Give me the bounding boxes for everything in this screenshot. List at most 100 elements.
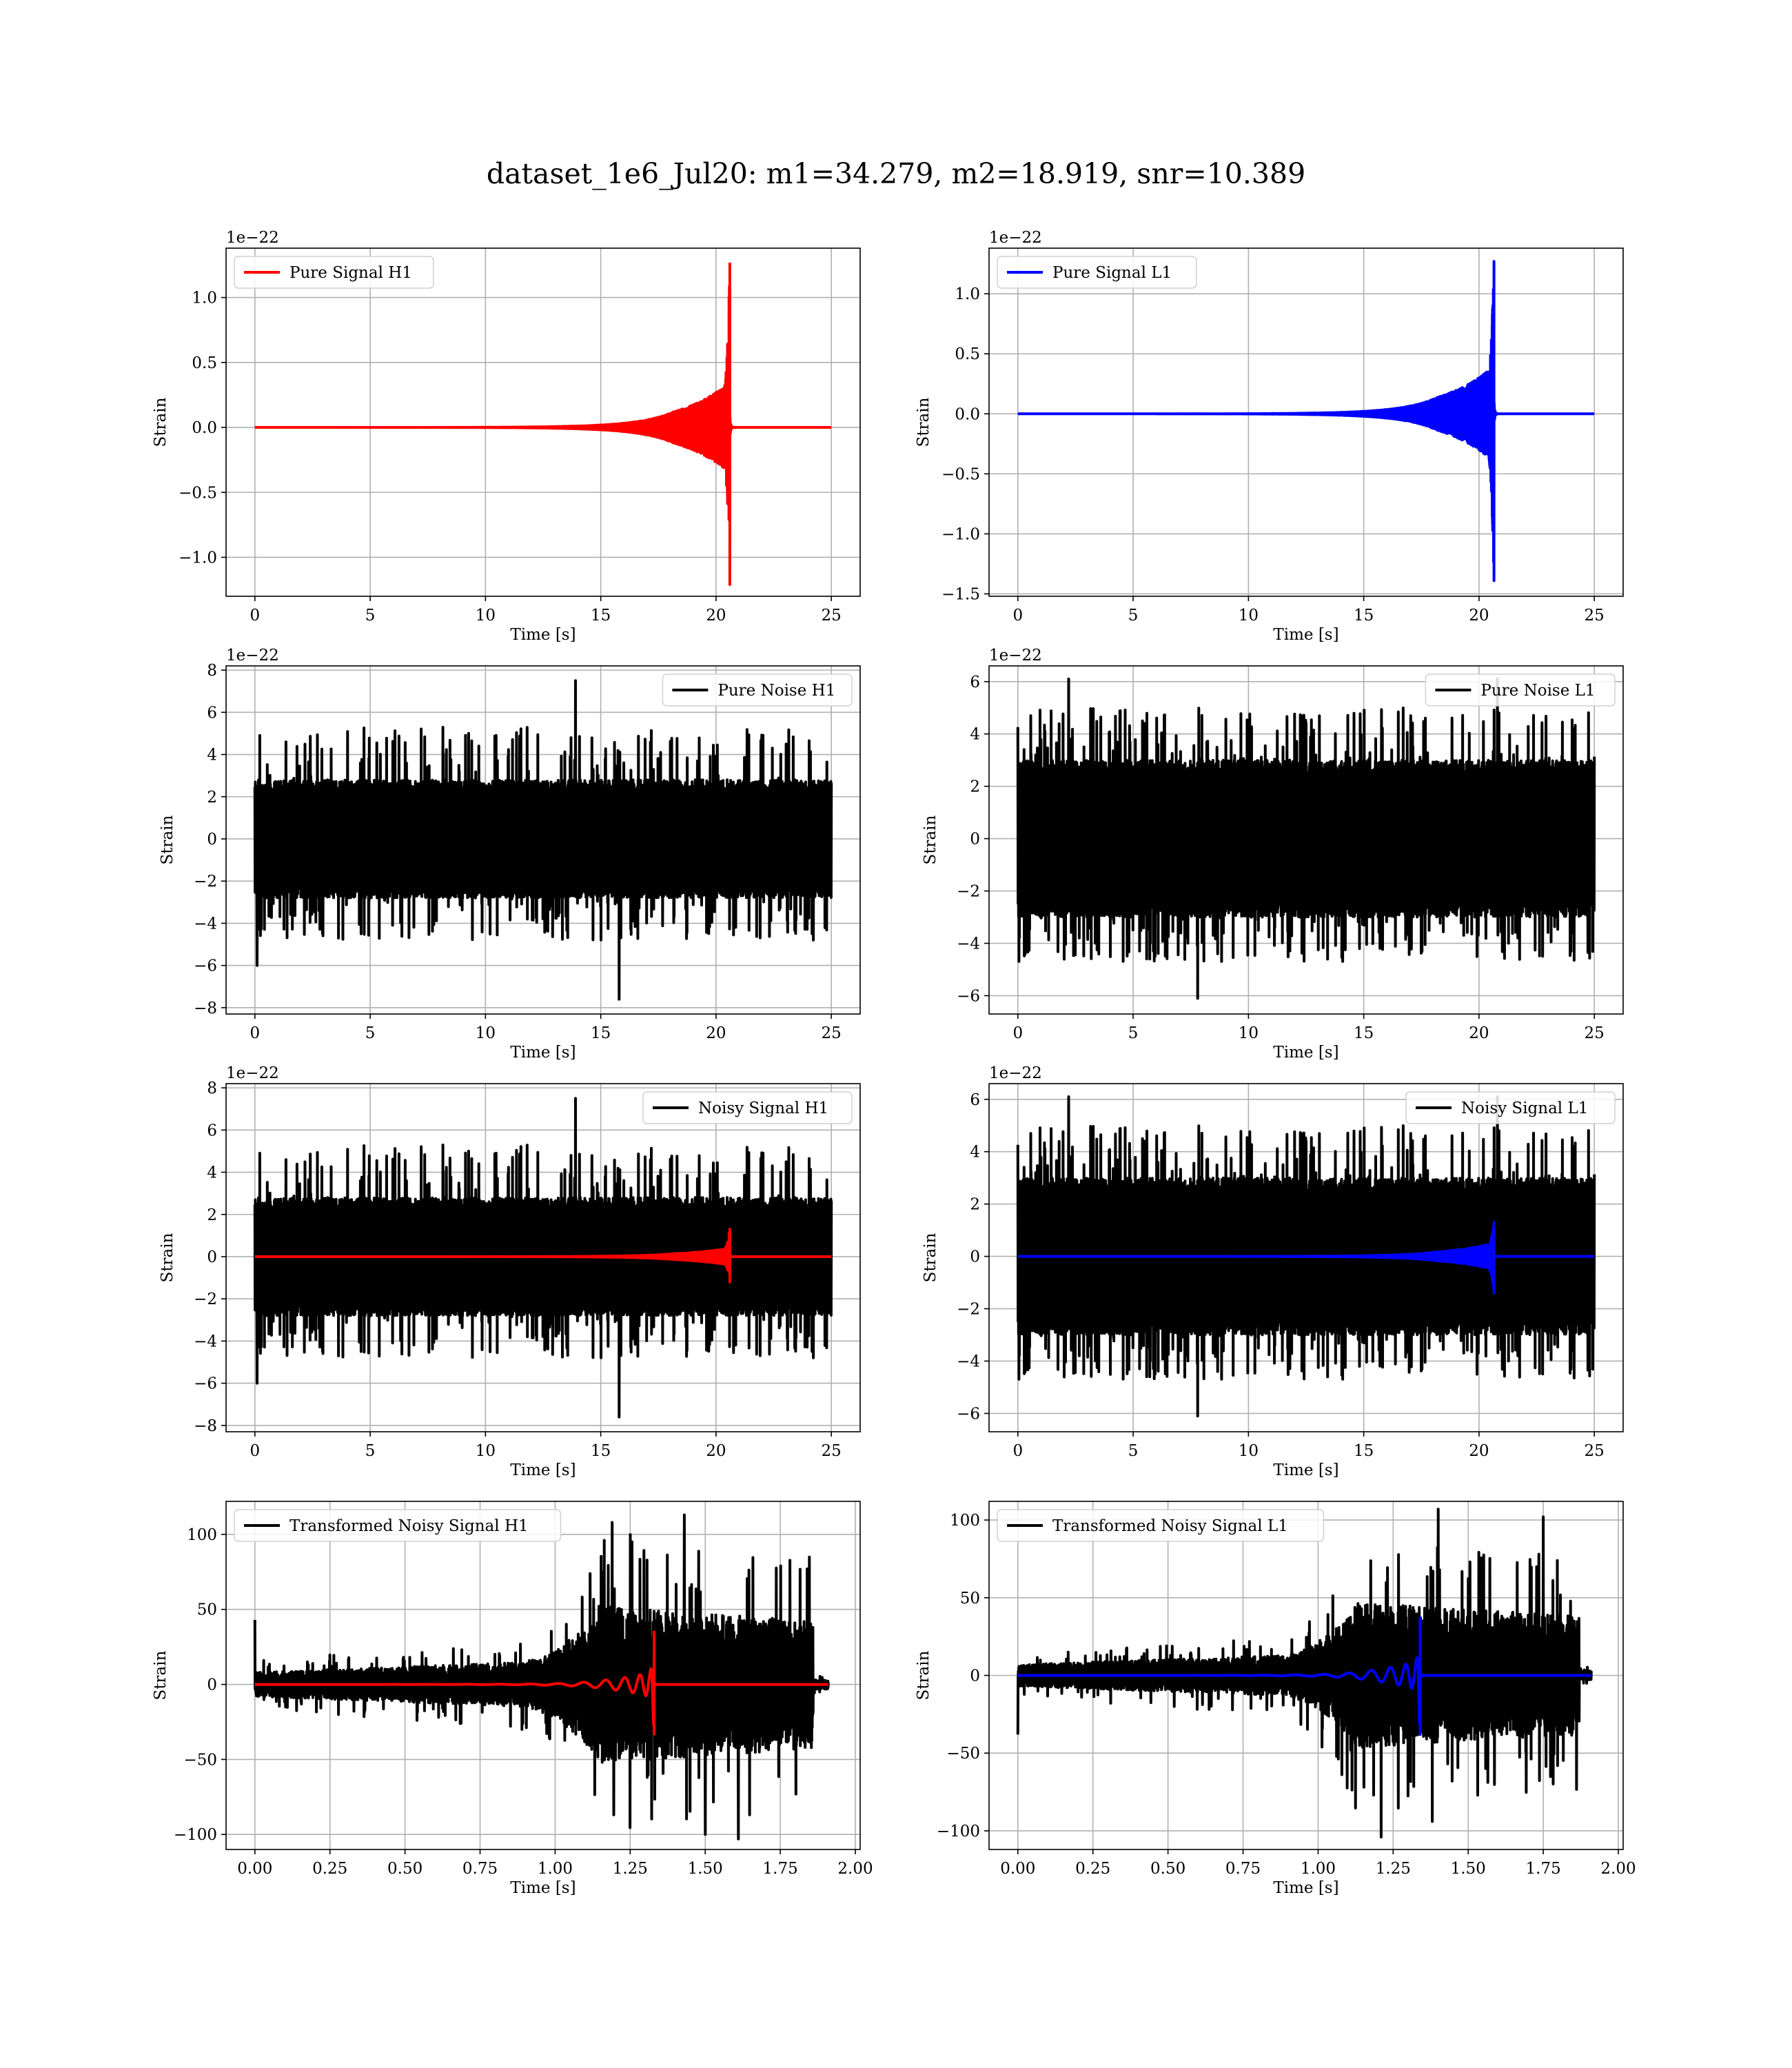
series-line-transformed-noisy-signal-h1 [253, 1513, 830, 1841]
x-tick-label: 15 [591, 1442, 611, 1460]
series-group [1016, 678, 1596, 1000]
y-tick-label: 0 [970, 831, 980, 849]
x-tick-label: 25 [1585, 607, 1605, 625]
x-tick-label: 25 [822, 1024, 842, 1042]
x-axis-label: Time [s] [510, 626, 576, 644]
axes-background [989, 248, 1623, 596]
legend-box [662, 673, 853, 707]
series-line-pure-noise-l1 [1016, 678, 1596, 1000]
legend: Transformed Noisy Signal H1 [234, 1509, 562, 1542]
axes-frame [225, 247, 861, 597]
panel-pure-signal-h1: 0 5 10 15 20 25 −1.0 −0.5 0.0 0.5 1.0 Time [s] Strai… [152, 229, 861, 644]
axes-frame [988, 1083, 1624, 1432]
x-tick-label: 0.75 [1225, 1860, 1261, 1878]
legend-label: Pure Noise L1 [1480, 682, 1595, 700]
legend-box [642, 1091, 853, 1124]
series-line-pure-noise-h1 [253, 679, 833, 1001]
y-tick-label: 0 [207, 831, 217, 849]
y-tick-label: −2 [194, 873, 217, 891]
y-tick-label: 0 [207, 1676, 217, 1694]
y-tick-label: 50 [960, 1590, 980, 1608]
legend: Transformed Noisy Signal L1 [997, 1509, 1325, 1542]
y-tick-label: −1.0 [179, 549, 217, 567]
axes-frame [988, 665, 1624, 1015]
x-tick-label: 0.50 [1150, 1860, 1185, 1878]
x-tick-label: 5 [1128, 607, 1139, 625]
y-tick-label: 4 [970, 1144, 980, 1162]
y-tick-label: −50 [183, 1751, 217, 1769]
series-group [253, 679, 833, 1001]
x-tick-label: 0.75 [462, 1860, 498, 1878]
axis-offset-text: 1e−22 [989, 229, 1042, 247]
x-tick-label: 0.25 [312, 1860, 347, 1878]
y-axis-label: Strain [915, 397, 933, 447]
y-axis-label: Strain [915, 1650, 933, 1700]
legend-box [1405, 1091, 1616, 1124]
series-line-transformed-noisy-signal-h1-overlay-1 [254, 1630, 830, 1736]
x-tick-label: 15 [591, 607, 611, 625]
x-tick-label: 1.75 [763, 1860, 798, 1878]
legend-label: Pure Signal H1 [289, 264, 412, 282]
y-tick-label: 0 [970, 1248, 980, 1266]
legend-label: Pure Noise H1 [717, 682, 835, 700]
x-tick-label: 0.25 [1075, 1860, 1110, 1878]
panel-pure-signal-l1: 0 5 10 15 20 25 −1.5 −1.0 −0.5 0.0 0.5 1.0 Time [s] S… [915, 229, 1624, 644]
y-axis-label: Strain [922, 1233, 939, 1282]
series-group [1017, 260, 1596, 582]
x-tick-label: 25 [1585, 1024, 1605, 1042]
y-tick-label: −4 [957, 1352, 980, 1370]
x-axis-label: Time [s] [1273, 1461, 1338, 1479]
x-tick-label: 10 [476, 607, 496, 625]
legend-box [997, 1509, 1325, 1542]
series-line-pure-signal-h1 [254, 262, 833, 586]
x-tick-label: 10 [1239, 1024, 1259, 1042]
y-tick-label: 4 [207, 1164, 217, 1182]
series-line-transformed-noisy-signal-l1 [1016, 1508, 1593, 1838]
y-axis-label: Strain [922, 815, 939, 864]
y-tick-label: 2 [970, 1196, 980, 1214]
legend: Pure Signal L1 [997, 256, 1197, 289]
x-tick-label: 15 [591, 1024, 611, 1042]
y-axis-label: Strain [159, 815, 176, 864]
legend-label: Noisy Signal H1 [698, 1099, 828, 1117]
x-tick-label: 0 [1012, 1442, 1023, 1460]
y-tick-label: 0 [207, 1248, 217, 1266]
x-tick-label: 2.00 [837, 1860, 873, 1878]
y-axis-label: Strain [152, 1650, 170, 1700]
series-group [253, 1513, 830, 1841]
legend-box [234, 256, 434, 289]
y-tick-label: 2 [970, 778, 980, 796]
legend: Pure Signal H1 [234, 256, 434, 289]
x-tick-label: 0 [250, 1442, 260, 1460]
y-tick-label: −2 [194, 1290, 217, 1308]
y-axis-label: Strain [152, 397, 170, 447]
axis-offset-text: 1e−22 [226, 647, 279, 665]
y-tick-label: −4 [194, 1332, 217, 1350]
series-group [1016, 1095, 1596, 1418]
x-axis-label: Time [s] [510, 1461, 576, 1479]
y-tick-label: −100 [174, 1826, 217, 1844]
x-tick-label: 1.00 [538, 1860, 573, 1878]
y-tick-label: 6 [207, 704, 217, 722]
x-tick-label: 25 [1585, 1442, 1605, 1460]
x-tick-label: 1.50 [1451, 1860, 1486, 1878]
series-line-noisy-signal-h1 [253, 1097, 833, 1419]
y-tick-label: 0.0 [192, 419, 217, 437]
axis-offset-text: 1e−22 [226, 229, 279, 247]
y-tick-label: 0 [970, 1667, 980, 1685]
x-tick-label: 0.00 [1000, 1860, 1035, 1878]
series-line-noisy-signal-l1-overlay-1 [1017, 1221, 1596, 1295]
x-tick-label: 1.00 [1301, 1860, 1336, 1878]
y-tick-label: −0.5 [179, 484, 217, 502]
x-tick-label: 10 [476, 1442, 496, 1460]
x-axis-label: Time [s] [510, 1044, 576, 1062]
x-tick-label: 10 [1239, 607, 1259, 625]
y-tick-label: −6 [194, 1375, 217, 1393]
y-tick-label: 0.0 [955, 405, 980, 423]
y-tick-label: 6 [207, 1122, 217, 1139]
axis-offset-text: 1e−22 [226, 1064, 279, 1082]
series-group [1016, 1508, 1593, 1838]
x-tick-label: 15 [1354, 1442, 1374, 1460]
x-tick-label: 10 [1239, 1442, 1259, 1460]
